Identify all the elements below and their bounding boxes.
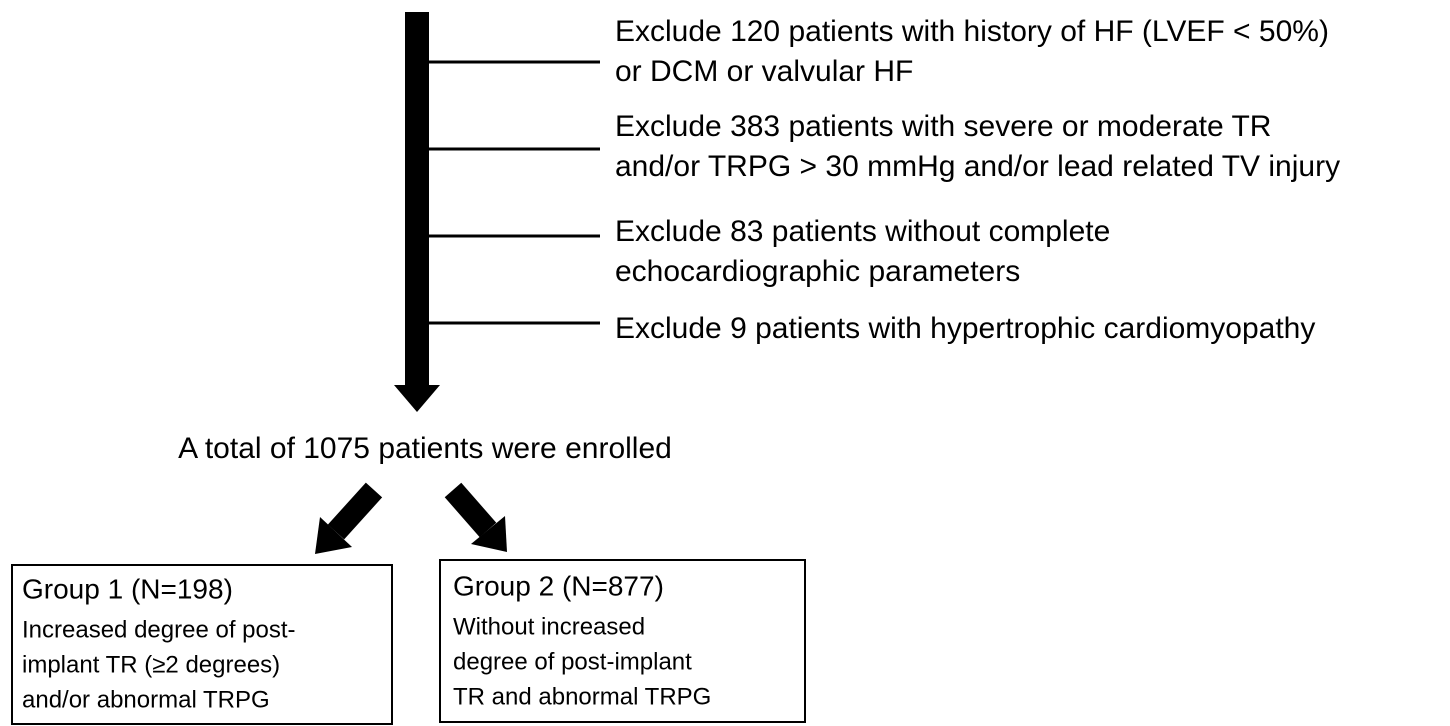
group-detail: degree of post-implant <box>453 648 692 675</box>
group-detail: TR and abnormal TRPG <box>453 683 711 710</box>
main-arrow-head <box>394 385 440 412</box>
group-title: Group 2 (N=877) <box>453 570 664 601</box>
main-arrow-shaft <box>405 12 429 386</box>
exclusion-text: echocardiographic parameters <box>615 255 1020 288</box>
group-detail: implant TR (≥2 degrees) <box>22 651 280 678</box>
group-detail: Increased degree of post- <box>22 616 296 643</box>
split-arrow-shaft <box>444 482 497 538</box>
exclusion-text: Exclude 83 patients without complete <box>615 215 1110 248</box>
split-arrow-head <box>471 516 507 552</box>
group-detail: and/or abnormal TRPG <box>22 686 270 713</box>
group-box <box>439 559 806 723</box>
exclusion-text: and/or TRPG > 30 mmHg and/or lead relate… <box>615 150 1340 183</box>
enrolled-text: A total of 1075 patients were enrolled <box>178 432 672 465</box>
exclusion-text: or DCM or valvular HF <box>615 55 913 88</box>
exclusion-text: Exclude 383 patients with severe or mode… <box>615 110 1271 143</box>
exclusion-text: Exclude 120 patients with history of HF … <box>615 15 1329 48</box>
group-box <box>11 564 393 725</box>
split-arrow-shaft <box>327 482 383 540</box>
group-detail: Without increased <box>453 613 645 640</box>
exclusion-text: Exclude 9 patients with hypertrophic car… <box>615 312 1315 345</box>
split-arrow-head <box>315 517 352 554</box>
group-title: Group 1 (N=198) <box>22 573 233 604</box>
